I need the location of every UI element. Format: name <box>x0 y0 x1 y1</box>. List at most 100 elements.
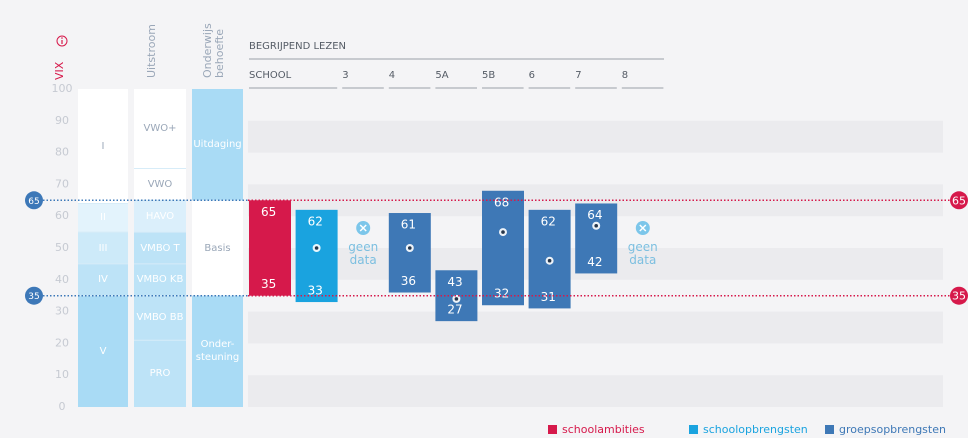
y-tick-label: 0 <box>59 400 66 413</box>
value-label-low: 33 <box>308 284 323 298</box>
range-bar <box>482 190 524 306</box>
value-label-low: 36 <box>401 274 416 288</box>
zone-segment <box>134 295 186 341</box>
reference-label-left: 35 <box>28 292 39 302</box>
median-dot-core <box>594 223 598 228</box>
zone-label: III <box>98 242 108 254</box>
value-label-high: 68 <box>494 195 509 209</box>
zone-segment <box>192 89 243 201</box>
no-data-label: geen data <box>348 240 379 267</box>
y-tick-label: 40 <box>55 273 69 286</box>
no-data-cross <box>639 224 647 232</box>
value-label-low: 31 <box>541 290 556 304</box>
zone-segment <box>134 340 186 407</box>
y-tick-label: 100 <box>52 82 73 95</box>
x-tick-label: 8 <box>622 70 628 81</box>
zone-title: Uitstroom <box>145 24 158 78</box>
zone-segment <box>134 200 186 233</box>
x-tick-label: 4 <box>389 70 395 81</box>
y-tick-label: 10 <box>55 368 69 381</box>
reference-marker-left <box>25 191 43 210</box>
subject-title: BEGRIJPEND LEZEN <box>249 41 346 52</box>
zone-segment <box>134 89 186 169</box>
plot-stripe <box>248 311 943 344</box>
reference-marker-right <box>950 286 968 305</box>
zone-label: VWO+ <box>143 123 177 135</box>
value-label-high: 62 <box>308 214 323 228</box>
value-label-low: 42 <box>587 255 602 269</box>
zone-segment <box>134 168 186 201</box>
zone-label: Onder-steuning <box>195 339 240 364</box>
value-label-high: 62 <box>541 214 556 228</box>
median-dot-core <box>408 246 412 250</box>
legend-label: groepsopbrengsten <box>839 423 946 436</box>
reference-marker-right <box>950 191 968 210</box>
info-icon <box>56 35 68 47</box>
range-bar <box>575 203 618 274</box>
value-label-high: 43 <box>447 275 462 289</box>
zone-label: V <box>99 345 107 357</box>
plot-stripe <box>248 375 943 407</box>
zone-segment <box>78 232 128 264</box>
legend-label: schoolopbrengsten <box>703 423 808 436</box>
zone-label: VMBO BB <box>136 312 184 324</box>
info-icon-dot <box>61 37 63 39</box>
zone-title: Onderwijs behoefte <box>201 23 226 78</box>
zone-label: Uitdaging <box>193 139 242 151</box>
x-tick-label: 5B <box>482 70 495 81</box>
zone-label: Basis <box>204 242 231 254</box>
y-tick-label: 30 <box>55 305 69 318</box>
x-tick-label: 3 <box>342 70 348 81</box>
x-tick-label: 6 <box>529 70 535 81</box>
legend-swatch <box>548 425 557 434</box>
zone-label: PRO <box>149 368 171 380</box>
median-dot-core <box>501 230 505 234</box>
zone-segment <box>78 203 128 233</box>
value-label-low: 32 <box>494 287 509 301</box>
zone-label: I <box>101 140 105 152</box>
zone-segment <box>78 263 128 296</box>
reference-label-right: 65 <box>952 194 966 207</box>
zone-label: IV <box>98 274 108 286</box>
value-label-high: 65 <box>261 205 276 219</box>
no-data-label: geen data <box>627 240 658 267</box>
median-dot-core <box>547 258 552 263</box>
x-tick-label: SCHOOL <box>249 70 292 81</box>
zone-label: HAVO <box>145 210 175 222</box>
value-label-low: 35 <box>261 277 276 291</box>
x-tick-label: 7 <box>575 70 581 81</box>
y-tick-label: 60 <box>55 209 69 222</box>
reference-label-left: 65 <box>28 197 39 207</box>
zone-segment <box>134 263 186 296</box>
zone-segment <box>78 89 128 204</box>
no-data-cross <box>359 224 367 232</box>
value-label-low: 27 <box>447 303 462 317</box>
value-label-high: 61 <box>401 218 416 232</box>
range-bar <box>388 213 431 293</box>
y-tick-label: 20 <box>55 336 69 349</box>
range-bar <box>249 200 291 296</box>
y-tick-label: 70 <box>55 177 69 190</box>
y-tick-label: 80 <box>55 146 69 159</box>
median-dot-core <box>314 246 319 250</box>
range-bar <box>295 209 338 303</box>
y-tick-label: 90 <box>55 114 69 127</box>
zone-label: VWO <box>147 178 173 190</box>
zone-label: VMBO KB <box>136 274 184 286</box>
reference-label-right: 35 <box>952 290 966 303</box>
plot-stripe <box>248 120 943 153</box>
zone-segment <box>192 295 243 407</box>
reference-marker-left <box>25 286 43 305</box>
legend-swatch <box>689 425 698 434</box>
x-tick-label: 5A <box>435 70 448 81</box>
zone-label: II <box>100 212 106 224</box>
legend-label: schoolambities <box>562 423 645 436</box>
y-tick-label: 50 <box>55 241 69 254</box>
value-label-high: 64 <box>587 208 602 222</box>
zone-segment <box>134 232 186 264</box>
axis-title: VIX <box>53 61 66 80</box>
zone-label: VMBO T <box>140 242 180 254</box>
legend-swatch <box>825 425 834 434</box>
